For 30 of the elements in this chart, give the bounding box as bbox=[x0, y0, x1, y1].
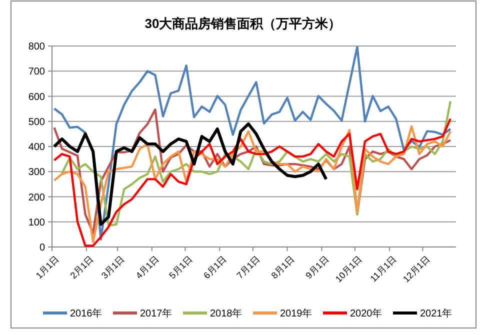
x-tick-label: 12月1日 bbox=[401, 254, 432, 284]
x-tick-label: 5月1日 bbox=[167, 254, 194, 281]
x-tick-label: 3月1日 bbox=[99, 254, 126, 281]
legend-label: 2018年 bbox=[210, 308, 242, 320]
line-series bbox=[53, 46, 452, 241]
legend-label: 2019年 bbox=[280, 308, 312, 320]
x-tick-label: 11月1日 bbox=[368, 254, 398, 284]
y-tick-label: 700 bbox=[28, 66, 46, 78]
legend-label: 2020年 bbox=[350, 308, 382, 320]
y-tick-label: 800 bbox=[28, 42, 46, 52]
legend-label: 2021年 bbox=[420, 308, 452, 320]
chart-title: 30大商品房销售面积（万平方米） bbox=[144, 16, 342, 31]
x-tick-label: 4月1日 bbox=[134, 254, 161, 281]
x-tick-label: 7月1日 bbox=[234, 254, 262, 281]
x-tick-label: 2月1日 bbox=[68, 254, 96, 281]
line-series bbox=[52, 122, 328, 226]
x-tick-label: 8月1日 bbox=[269, 254, 296, 281]
legend-label: 2017年 bbox=[140, 308, 172, 320]
y-tick-label: 600 bbox=[28, 92, 46, 103]
x-tick-label: 1月1日 bbox=[34, 254, 61, 281]
x-tick-label: 9月1日 bbox=[304, 254, 331, 281]
y-tick-label: 500 bbox=[28, 116, 46, 128]
y-tick-label: 200 bbox=[28, 192, 46, 204]
y-tick-label: 300 bbox=[28, 167, 46, 178]
y-tick-label: 0 bbox=[39, 242, 46, 254]
legend-label: 2016年 bbox=[70, 308, 102, 320]
x-tick-label: 10月1日 bbox=[333, 254, 364, 284]
x-tick-label: 6月1日 bbox=[202, 254, 228, 281]
y-tick-label: 400 bbox=[28, 142, 46, 153]
y-tick-label: 100 bbox=[28, 217, 46, 228]
